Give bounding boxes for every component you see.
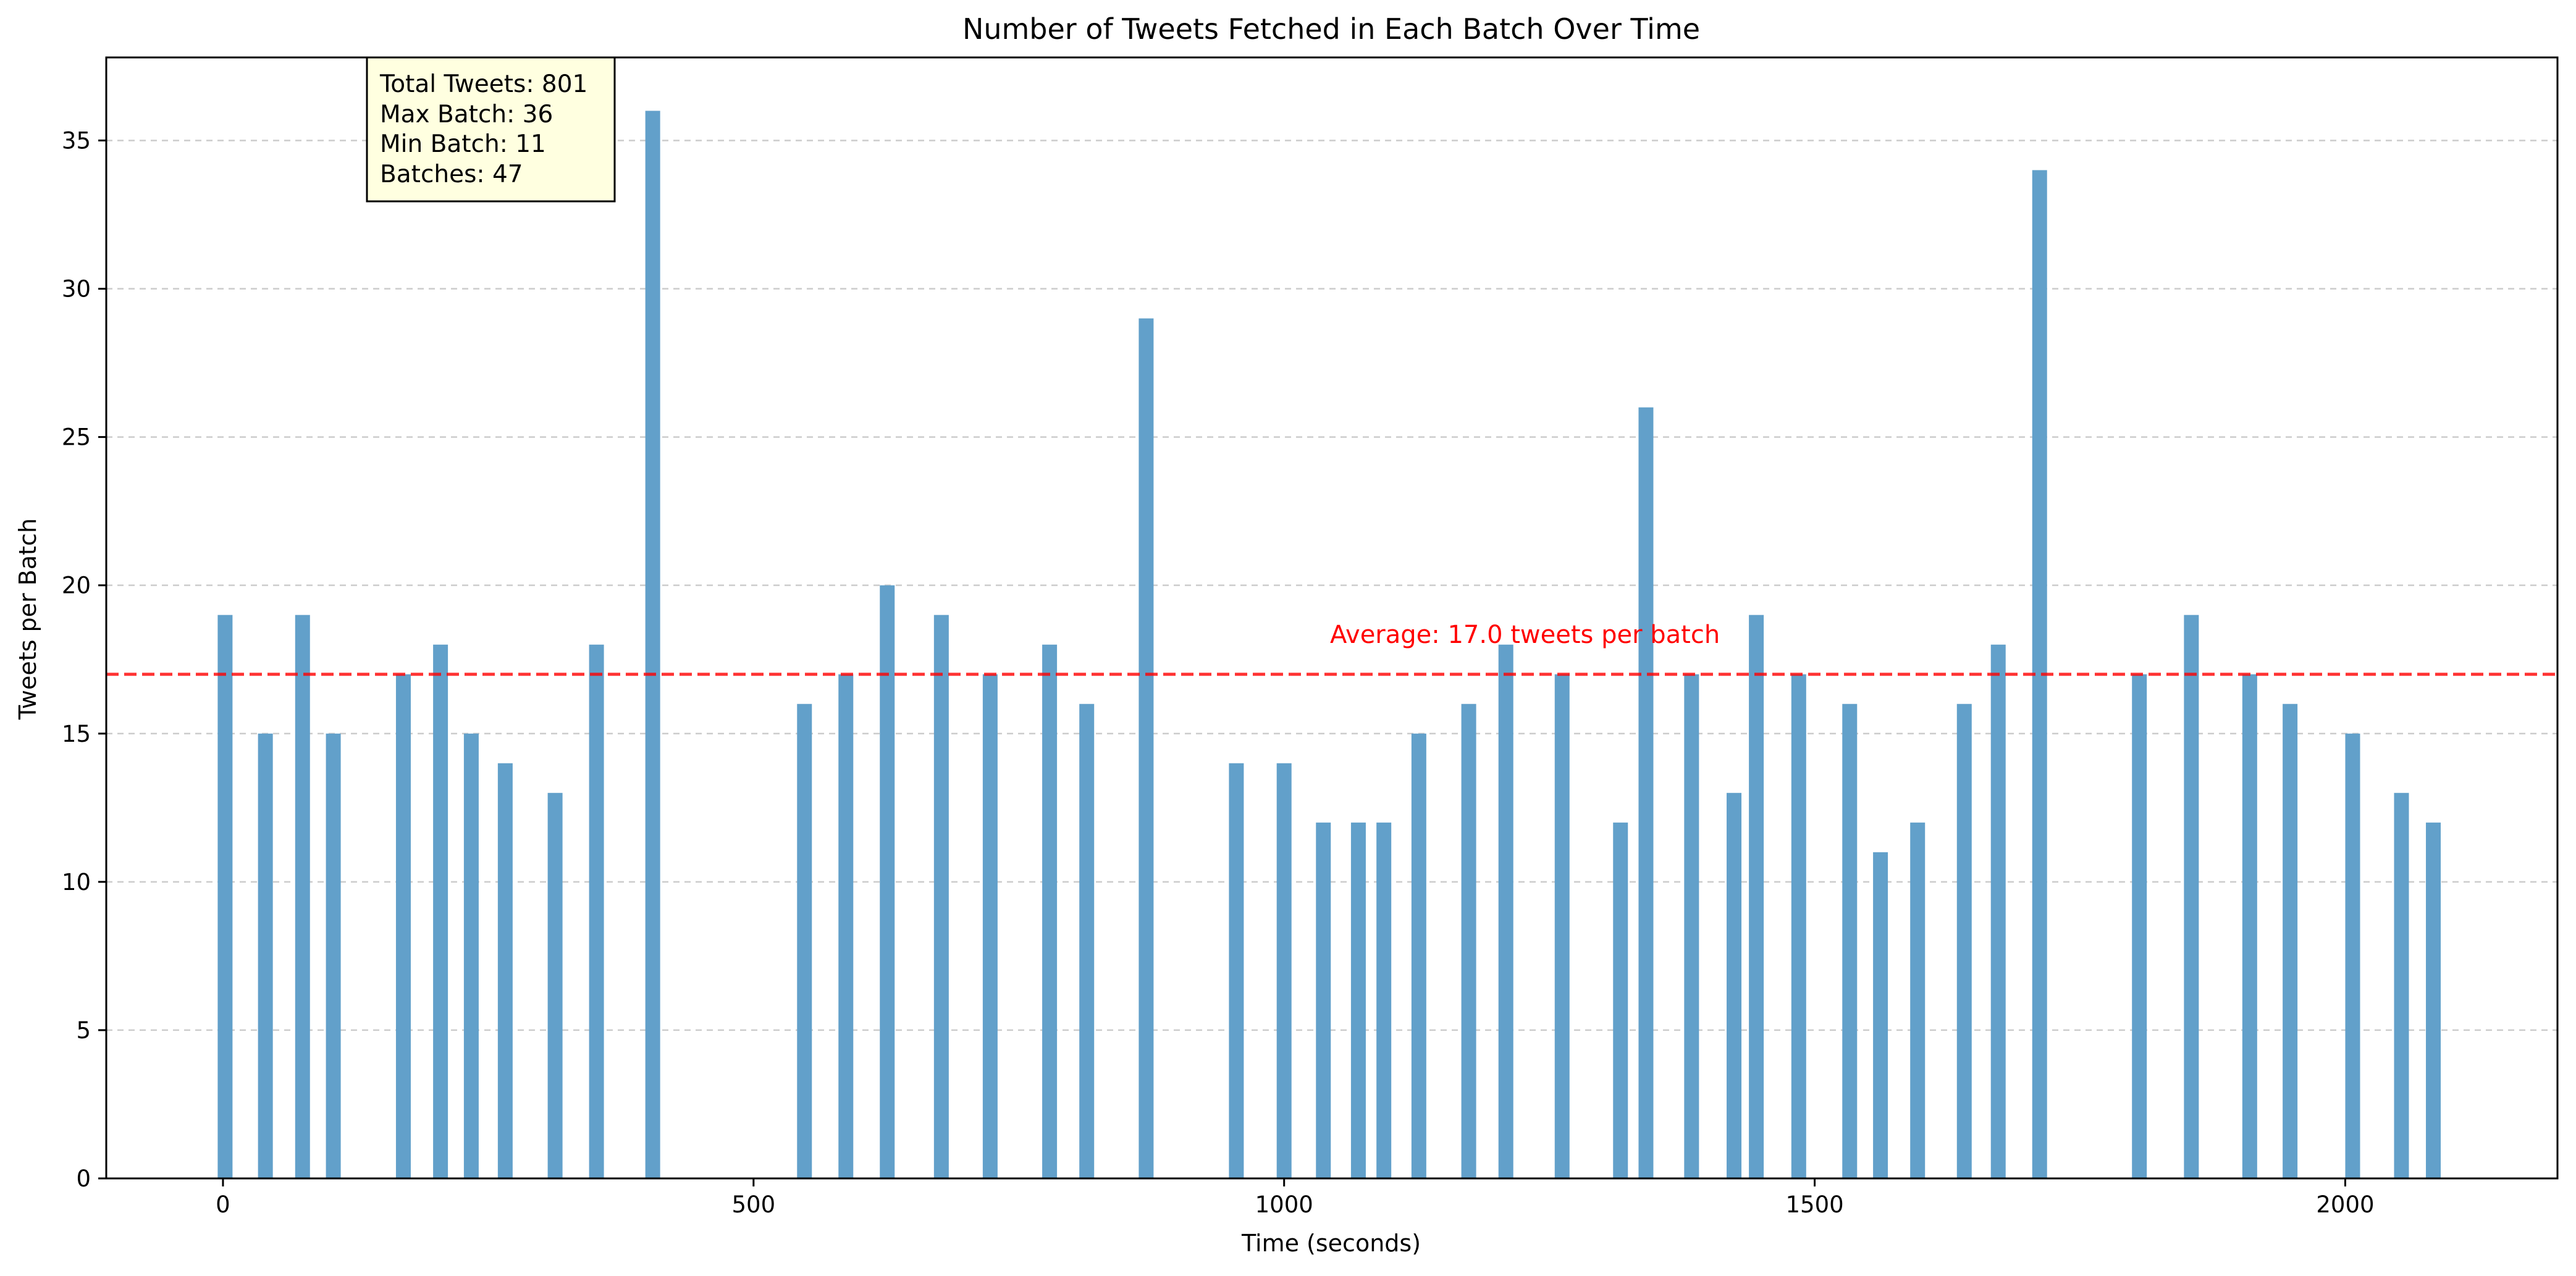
- x-tick-label: 1500: [1785, 1191, 1843, 1218]
- bar: [1554, 674, 1570, 1178]
- y-tick-label: 35: [62, 127, 91, 154]
- y-axis-label: Tweets per Batch: [14, 518, 41, 720]
- average-label: Average: 17.0 tweets per batch: [1330, 621, 1720, 649]
- bar: [1956, 703, 1972, 1178]
- stats-min: Min Batch: 11: [380, 130, 546, 158]
- bar: [1791, 674, 1806, 1178]
- bar: [589, 644, 604, 1178]
- y-tick-label: 20: [62, 573, 91, 599]
- stats-max: Max Batch: 36: [380, 101, 553, 128]
- bar: [1139, 318, 1154, 1178]
- bar: [982, 674, 998, 1178]
- x-tick-label: 500: [732, 1191, 776, 1218]
- bar: [1873, 852, 1888, 1178]
- bar: [1749, 615, 1764, 1178]
- bar: [295, 615, 310, 1178]
- bar: [547, 792, 563, 1178]
- bar: [1079, 703, 1095, 1178]
- bar: [1461, 703, 1476, 1178]
- bar: [2132, 674, 2147, 1178]
- bar: [258, 733, 273, 1178]
- bar: [1350, 822, 1366, 1178]
- bar: [2184, 615, 2199, 1178]
- stats-total: Total Tweets: 801: [379, 70, 587, 98]
- bar: [1498, 644, 1513, 1178]
- y-axis-ticks: 0 5 10 15 20 25 30 35: [62, 127, 106, 1192]
- stats-batches: Batches: 47: [380, 161, 523, 188]
- bar: [797, 703, 812, 1178]
- bar: [497, 763, 513, 1178]
- bar: [2426, 822, 2441, 1178]
- bar: [1990, 644, 2006, 1178]
- y-tick-label: 25: [62, 424, 91, 451]
- bar: [395, 674, 411, 1178]
- x-tick-label: 1000: [1255, 1191, 1313, 1218]
- bar: [1229, 763, 1244, 1178]
- bar: [1042, 644, 1058, 1178]
- bar: [838, 674, 854, 1178]
- plot-frame: [105, 56, 2559, 1180]
- grid-lines: [106, 140, 2557, 1031]
- bar: [933, 615, 949, 1178]
- bar: [1638, 407, 1654, 1178]
- y-tick-label: 0: [76, 1165, 91, 1192]
- y-tick-label: 5: [76, 1017, 91, 1044]
- bar: [1376, 822, 1392, 1178]
- bar: [2345, 733, 2360, 1178]
- bar: [880, 585, 895, 1178]
- bar: [1613, 822, 1628, 1178]
- y-tick-label: 30: [62, 276, 91, 303]
- bar: [1684, 674, 1699, 1178]
- bar: [1842, 703, 1858, 1178]
- chart-title: Number of Tweets Fetched in Each Batch O…: [962, 12, 1700, 46]
- y-tick-label: 15: [62, 721, 91, 747]
- bars: [217, 111, 2441, 1178]
- x-tick-label: 0: [216, 1191, 230, 1218]
- bar: [433, 644, 448, 1178]
- bar: [1316, 822, 1331, 1178]
- bar: [1727, 792, 1742, 1178]
- bar: [2283, 703, 2298, 1178]
- bar: [2394, 792, 2409, 1178]
- bar: [645, 111, 660, 1178]
- bar: [2242, 674, 2257, 1178]
- stats-box-background: [366, 56, 616, 203]
- bar: [1910, 822, 1926, 1178]
- y-tick-label: 10: [62, 869, 91, 896]
- bar: [217, 615, 233, 1178]
- x-axis-ticks: 0 500 1000 1500 2000: [216, 1178, 2375, 1218]
- stats-box: Total Tweets: 801 Max Batch: 36 Min Batc…: [366, 56, 616, 203]
- x-axis-label: Time (seconds): [1241, 1230, 1421, 1257]
- bar: [1276, 763, 1292, 1178]
- bar: [1411, 733, 1426, 1178]
- x-tick-label: 2000: [2316, 1191, 2374, 1218]
- bar: [463, 733, 479, 1178]
- bar: [326, 733, 341, 1178]
